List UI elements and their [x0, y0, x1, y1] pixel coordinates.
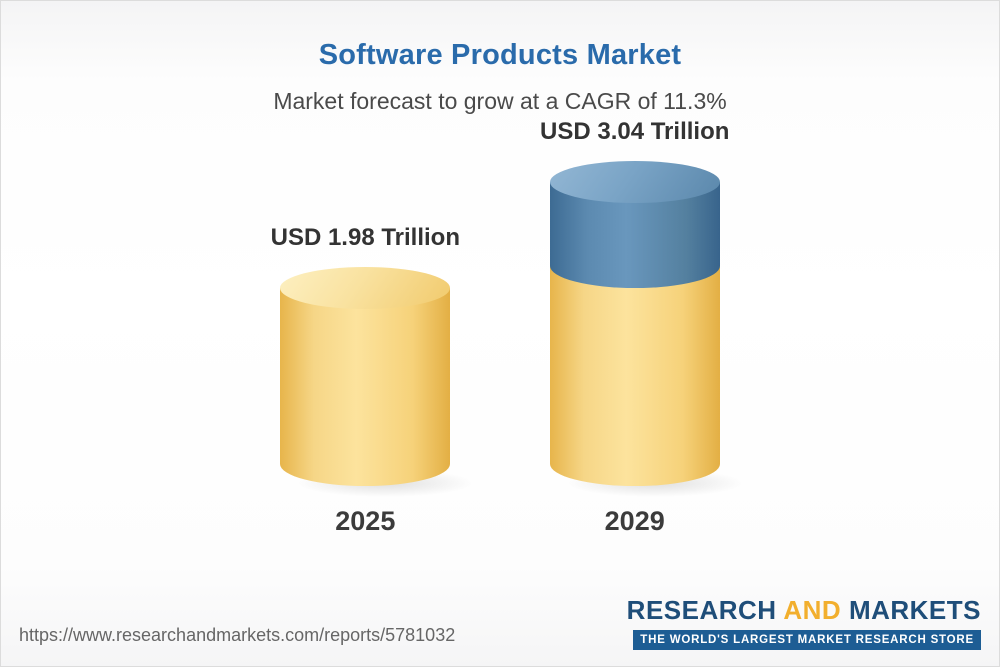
bar-chart: USD 1.98 Trillion 2025 USD 3.04 Trillion… [1, 115, 999, 595]
segment-2029-base [549, 266, 720, 486]
cylinder-2025 [280, 267, 481, 498]
bar-group-2029: USD 3.04 Trillion 2029 [540, 118, 750, 537]
chart-subtitle: Market forecast to grow at a CAGR of 11.… [273, 88, 727, 114]
cylinder-cap-2029 [549, 161, 720, 203]
logo-word-research: RESEARCH [626, 595, 777, 625]
year-label-2029: 2029 [604, 506, 665, 536]
segment-2025-base [280, 288, 451, 486]
logo-tagline: THE WORLD'S LARGEST MARKET RESEARCH STOR… [633, 630, 981, 650]
chart-header: Software Products Market Market forecast… [1, 1, 999, 115]
report-url-link[interactable]: https://www.researchandmarkets.com/repor… [19, 625, 456, 645]
research-and-markets-logo: RESEARCH AND MARKETS THE WORLD'S LARGEST… [627, 595, 981, 650]
logo-word-and: AND [783, 595, 842, 625]
value-label-2025: USD 1.98 Trillion [270, 224, 460, 251]
year-label-2025: 2025 [335, 506, 396, 536]
logo-word-markets: MARKETS [848, 595, 981, 625]
bar-group-2025: USD 1.98 Trillion 2025 [270, 224, 481, 537]
logo-wordmark: RESEARCH AND MARKETS [627, 595, 981, 626]
cylinder-cap-2025 [280, 267, 451, 309]
cylinder-2029 [549, 161, 750, 498]
footer: https://www.researchandmarkets.com/repor… [1, 595, 999, 666]
value-label-2029: USD 3.04 Trillion [540, 118, 730, 145]
chart-title: Software Products Market [318, 39, 682, 71]
